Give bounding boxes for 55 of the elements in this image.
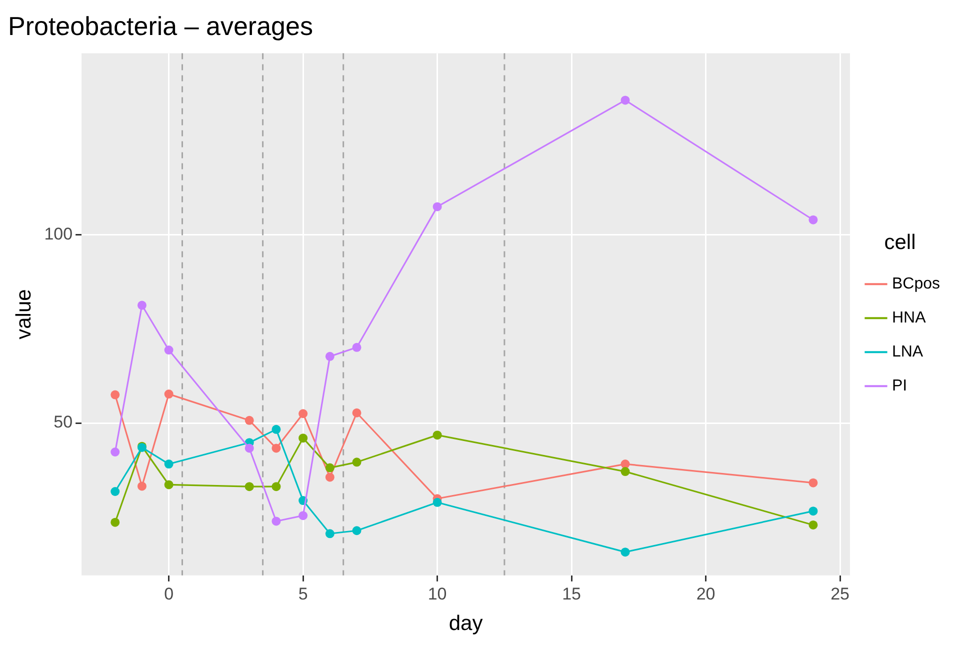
point [244, 416, 254, 425]
y-axis-title: value [12, 289, 36, 340]
point [808, 520, 818, 530]
x-axis-title: day [448, 612, 484, 636]
point [244, 444, 254, 453]
legend-label: PI [892, 378, 908, 395]
point [110, 518, 120, 527]
point [110, 487, 120, 496]
point [272, 516, 281, 526]
point [620, 96, 630, 105]
point [298, 434, 308, 443]
point [352, 342, 362, 352]
point [432, 498, 442, 507]
point [352, 526, 362, 536]
point [352, 458, 362, 467]
y-tick-label: 50 [54, 412, 73, 432]
point [808, 478, 818, 488]
legend-label: LNA [892, 344, 924, 361]
point [272, 444, 281, 453]
point [110, 390, 120, 400]
x-tick-label: 20 [696, 584, 716, 604]
point [325, 472, 334, 482]
legend-label: HNA [892, 310, 926, 327]
point [164, 390, 174, 399]
y-tick-label: 100 [44, 224, 73, 244]
point [272, 482, 281, 492]
point [272, 424, 281, 434]
chart-title: Proteobacteria – averages [8, 10, 313, 41]
x-tick-label: 15 [562, 584, 582, 604]
point [808, 506, 818, 516]
point [620, 460, 630, 469]
point [325, 529, 334, 538]
point [298, 409, 308, 418]
point [164, 460, 174, 469]
point [298, 511, 308, 520]
legend-label: BCpos [892, 276, 940, 293]
x-tick-label: 5 [298, 584, 308, 604]
point [137, 300, 146, 310]
point [325, 463, 334, 472]
point [325, 352, 334, 361]
x-tick-label: 0 [164, 584, 174, 604]
x-tick-label: 25 [830, 584, 850, 604]
point [244, 482, 254, 492]
point [808, 215, 818, 224]
point [432, 202, 442, 212]
point [137, 482, 146, 491]
point [352, 408, 362, 418]
point [164, 346, 174, 355]
point [620, 467, 630, 476]
point [110, 448, 120, 456]
point [432, 430, 442, 440]
point [620, 548, 630, 557]
legend-title: cell [884, 231, 916, 254]
point [164, 480, 174, 490]
x-tick-label: 10 [428, 584, 447, 604]
